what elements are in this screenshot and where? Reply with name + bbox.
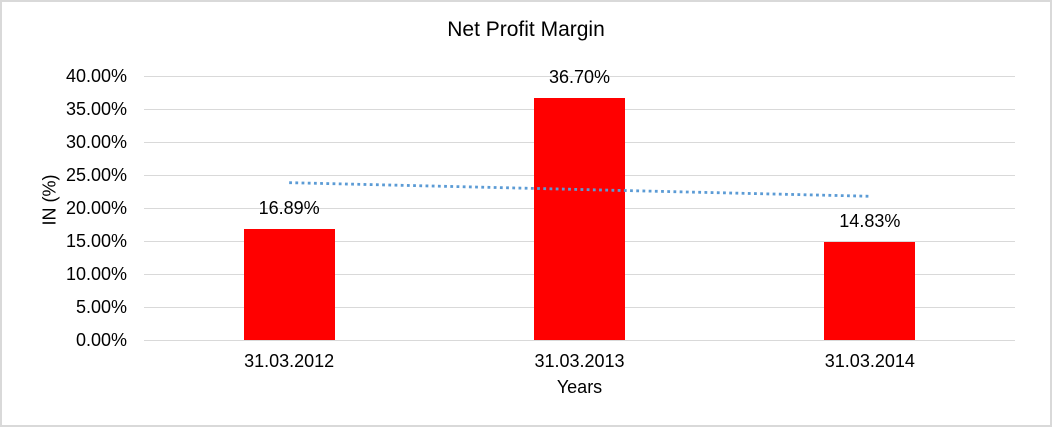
y-tick-label: 35.00% bbox=[65, 99, 127, 119]
y-tick-label: 10.00% bbox=[65, 264, 127, 284]
y-tick-label: 20.00% bbox=[65, 198, 127, 218]
plot-area: 16.89% 36.70% 14.83% bbox=[144, 67, 1015, 341]
y-tick-label: 15.00% bbox=[65, 231, 127, 251]
trendline-layer bbox=[289, 181, 870, 198]
x-axis-title: Years bbox=[556, 377, 603, 397]
bar-value-label: 16.89% bbox=[258, 197, 320, 218]
gridline bbox=[144, 339, 1015, 341]
y-tick-label: 40.00% bbox=[65, 66, 127, 86]
gridline bbox=[144, 75, 1015, 77]
x-tick-label: 31.03.2014 bbox=[824, 351, 915, 371]
trendline bbox=[289, 181, 870, 198]
y-tick-label: 25.00% bbox=[65, 165, 127, 185]
bar-31.03.2014 bbox=[824, 242, 916, 340]
y-tick-label: 5.00% bbox=[75, 297, 127, 317]
x-tick-label: 31.03.2012 bbox=[244, 351, 335, 371]
x-tick-label: 31.03.2013 bbox=[534, 351, 625, 371]
y-tick-label: 30.00% bbox=[65, 132, 127, 152]
bar-value-label: 36.70% bbox=[548, 66, 611, 87]
bar-value-label: 14.83% bbox=[839, 211, 901, 232]
y-tick-label: 0.00% bbox=[75, 330, 127, 350]
bar-31.03.2013 bbox=[534, 97, 625, 340]
bar-31.03.2012 bbox=[243, 228, 335, 340]
chart-title: Net Profit Margin bbox=[447, 18, 605, 41]
y-axis-title-text: IN (%) bbox=[39, 174, 60, 226]
